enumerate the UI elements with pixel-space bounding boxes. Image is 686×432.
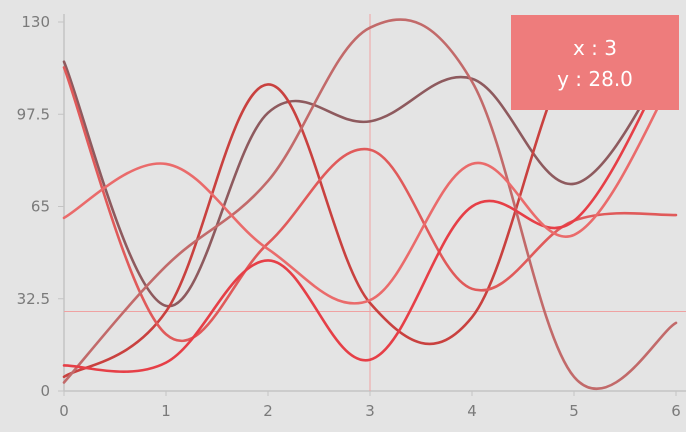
series-line-1 [62,43,678,308]
tooltip-y-value: y : 28.0 [557,67,633,91]
x-tick-label: 6 [671,402,681,420]
x-tick-label: 0 [59,402,69,420]
series-line-6 [62,71,678,305]
y-tick-label: 97.5 [17,105,50,123]
y-tick-label: 32.5 [17,290,50,308]
series-line-4 [62,18,678,391]
tooltip: x : 3 y : 28.0 [511,15,679,110]
x-tick-label: 2 [263,402,273,420]
y-tick-label: 0 [40,382,50,400]
tooltip-box [511,15,679,110]
tooltip-x-value: x : 3 [573,36,617,60]
axes: 0 32.5 65 97.5 130 0 1 2 3 4 5 6 [17,13,686,420]
series-line-3 [62,66,678,343]
x-tick-label: 4 [467,402,477,420]
x-tick-label: 3 [365,402,375,420]
x-tick-label: 1 [161,402,171,420]
crosshair [64,14,686,391]
x-tick-label: 5 [569,402,579,420]
y-tick-label: 130 [21,13,50,31]
series-line-5 [62,43,678,373]
y-tick-label: 65 [31,198,50,216]
